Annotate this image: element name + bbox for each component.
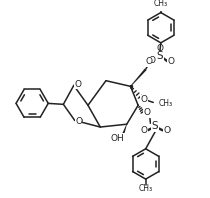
Text: O: O bbox=[143, 108, 150, 117]
Text: CH₃: CH₃ bbox=[154, 0, 168, 8]
Text: O: O bbox=[145, 57, 152, 66]
Text: O: O bbox=[163, 126, 170, 135]
Text: S: S bbox=[157, 51, 163, 61]
Text: S: S bbox=[152, 121, 159, 131]
Text: OH: OH bbox=[110, 134, 124, 143]
Text: O: O bbox=[140, 126, 147, 135]
Text: O: O bbox=[75, 117, 82, 126]
Text: O: O bbox=[140, 95, 147, 104]
Text: O: O bbox=[168, 57, 175, 66]
Text: S: S bbox=[157, 51, 163, 61]
Text: CH₃: CH₃ bbox=[159, 99, 173, 108]
Text: O: O bbox=[75, 117, 82, 126]
Text: O: O bbox=[149, 56, 156, 65]
Text: O: O bbox=[168, 57, 175, 66]
Text: O: O bbox=[145, 57, 152, 66]
Text: O: O bbox=[140, 95, 147, 104]
Polygon shape bbox=[130, 69, 147, 87]
Text: O: O bbox=[74, 80, 81, 89]
Text: O: O bbox=[156, 44, 163, 53]
Text: O: O bbox=[163, 126, 170, 135]
Text: O: O bbox=[143, 108, 150, 117]
Text: OH: OH bbox=[110, 134, 124, 143]
Polygon shape bbox=[122, 124, 127, 135]
Text: S: S bbox=[152, 121, 159, 131]
Text: CH₃: CH₃ bbox=[139, 184, 153, 193]
Text: O: O bbox=[140, 126, 147, 135]
Text: O: O bbox=[74, 80, 81, 89]
Text: O: O bbox=[149, 56, 156, 65]
